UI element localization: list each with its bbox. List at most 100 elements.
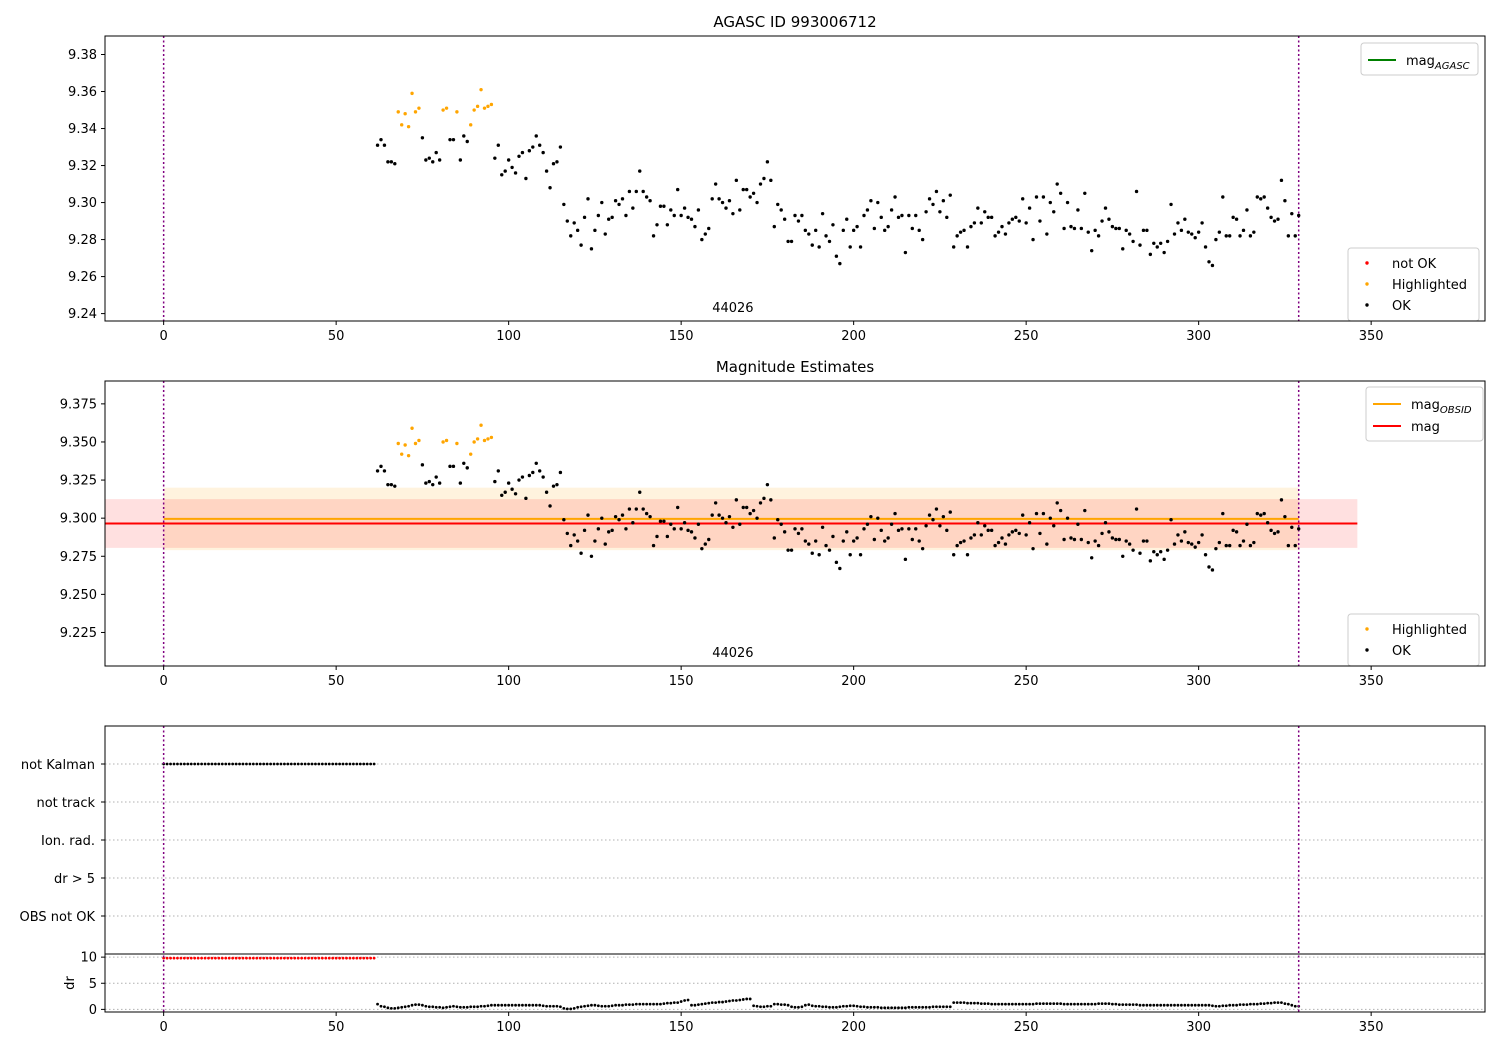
panel4-dr-point [562, 1006, 566, 1010]
panel1-point-ok [855, 224, 859, 229]
panel2-point-ok [1248, 543, 1253, 548]
panel1-point-ok [1093, 228, 1097, 233]
panel2-point-ok [1100, 531, 1104, 536]
panel1-point-ok [1110, 224, 1115, 229]
panel2-point-highlighted [441, 440, 445, 444]
panel4-dr-point [828, 1005, 831, 1009]
panel4-dr-high-point [234, 956, 238, 960]
panel2-point-ok [1269, 528, 1273, 533]
panel2-point-ok [786, 548, 790, 552]
panel1-point-highlighted [444, 106, 449, 110]
panel2-point-highlighted [472, 440, 476, 444]
panel4-dr-point [548, 1004, 552, 1008]
panel4-dr-point [976, 1001, 980, 1005]
panel2-point-ok [858, 553, 863, 557]
panel3-not-kalman-point [362, 762, 366, 766]
panel1-point-ok [1172, 232, 1177, 236]
panel1-point-ok [458, 158, 463, 162]
panel4-dr-point [969, 1001, 973, 1005]
panel1-point-ok [562, 202, 566, 207]
panel1-point-ok [893, 195, 897, 199]
panel3-not-kalman-point [176, 762, 179, 766]
panel4-dr-point [986, 1002, 990, 1006]
panel2-point-ok [1145, 539, 1149, 543]
panel4-dr-point [1207, 1003, 1211, 1007]
panel1-point-ok [1024, 221, 1028, 225]
panel1-point-ok [1276, 217, 1280, 221]
panel4-dr-point [776, 1002, 780, 1006]
panel2-point-ok [620, 513, 625, 517]
panel4-dr-point [1145, 1003, 1149, 1007]
panel1-point-ok [1107, 217, 1111, 221]
panel1-point-ok [1203, 245, 1208, 249]
panel1-xtick-label: 100 [496, 329, 521, 344]
panel4-dr-point [410, 1003, 414, 1007]
panel1-point-ok [600, 200, 604, 205]
panel2-point-ok [1214, 546, 1218, 551]
panel4-dr-point [1249, 1002, 1252, 1006]
panel1-point-ok [993, 234, 997, 238]
panel2-point-ok [1096, 543, 1101, 548]
panel4-dr-point [779, 1003, 783, 1007]
panel1-point-ok [500, 173, 504, 177]
panel2-point-ok [986, 528, 990, 533]
panel4-dr-point [883, 1006, 887, 1010]
panel4-dr-point [1152, 1003, 1156, 1007]
panel2-point-ok [979, 533, 983, 537]
panel1-ytick-label: 9.30 [68, 196, 97, 211]
panel2-point-ok [903, 557, 908, 562]
panel1-point-ok [1134, 189, 1139, 194]
panel4-dr-high-point [200, 956, 204, 960]
panel4-dr-point [458, 1005, 462, 1009]
panel4-dr-point [866, 1005, 869, 1009]
panel2-point-ok [883, 539, 887, 543]
panel1-point-highlighted [417, 106, 421, 110]
panel1-xtick-label: 200 [841, 329, 866, 344]
panel4-dr-high-point [231, 956, 235, 960]
panel4-dr-point [959, 1001, 962, 1004]
panel4-dr-point [783, 1003, 787, 1007]
panel4-dr-high-point [279, 956, 283, 960]
panel2-point-ok [1172, 542, 1177, 546]
panel1-point-ok [1010, 217, 1015, 221]
panel1-point-highlighted [475, 104, 480, 109]
panel4-dr-point [900, 1006, 904, 1010]
panel1-legend-label: Highlighted [1392, 278, 1467, 293]
panel2-point-ok [1058, 508, 1063, 513]
panel4-dr-point [1097, 1002, 1100, 1006]
panel4-dr-point [893, 1006, 897, 1010]
panel4-dr-point [583, 1004, 586, 1008]
panel4-xtick-label: 150 [669, 1020, 694, 1035]
panel2-point-ok [669, 522, 673, 526]
panel1-point-ok [658, 204, 663, 208]
panel4-dr-high-point [210, 956, 214, 960]
panel2-point-ok [872, 537, 877, 542]
panel2-point-ok [569, 543, 573, 548]
panel4-dr-point [641, 1002, 645, 1006]
panel2-point-ok [748, 511, 752, 516]
panel4-dr-point [990, 1002, 994, 1006]
panel4-dr-high-point [314, 956, 317, 960]
panel3-not-kalman-point [255, 762, 259, 766]
panel4-dr-high-point [327, 956, 331, 960]
panel1-point-ok [1269, 215, 1273, 220]
panel1-legend-marker [1365, 303, 1369, 307]
panel4-dr-point [686, 998, 690, 1002]
panel4-dr-point [1000, 1002, 1004, 1006]
panel4-dr-point [1076, 1002, 1080, 1006]
panel2-point-ok [955, 543, 959, 548]
panel1-point-ok [955, 234, 959, 238]
panel1-point-ok [810, 243, 814, 247]
panel1-point-ok [734, 178, 739, 183]
panel4-dr-point [748, 997, 752, 1001]
panel4-dr-point [493, 1003, 497, 1007]
panel1-point-ok [1031, 237, 1035, 242]
panel2-point-ok [927, 513, 932, 517]
panel1-point-ok [1245, 208, 1249, 212]
panel4-dr-point [531, 1003, 535, 1007]
panel2-point-ok [496, 469, 500, 473]
panel1-point-ok [527, 149, 532, 153]
panel1-point-ok [1179, 228, 1184, 233]
panel4-dr-point [1293, 1004, 1297, 1008]
panel4-dr-high-point [362, 956, 366, 960]
